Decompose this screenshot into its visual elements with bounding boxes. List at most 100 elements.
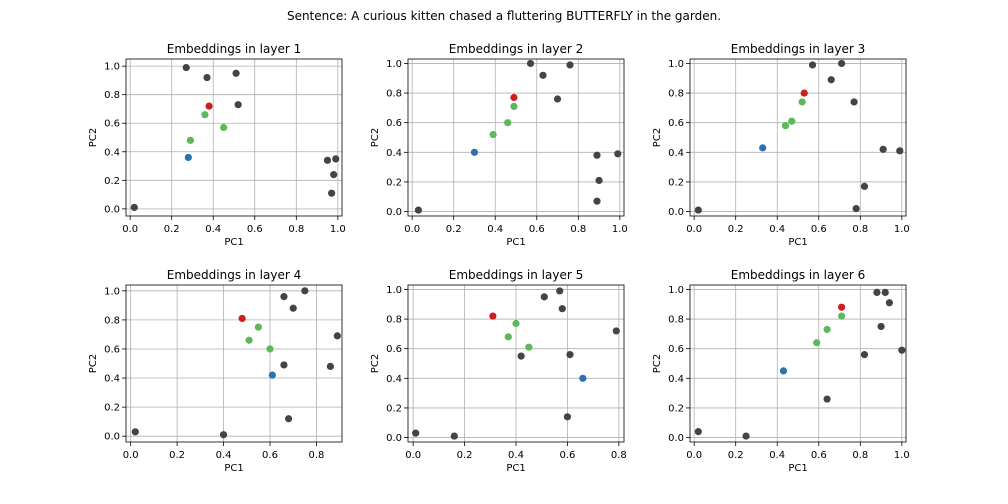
point-context bbox=[823, 325, 831, 334]
point-context bbox=[504, 333, 512, 341]
point-other bbox=[896, 147, 904, 155]
y-tick-label: 0.0 bbox=[668, 207, 684, 218]
point-other bbox=[566, 351, 574, 359]
point-context bbox=[245, 336, 253, 344]
subplot-title: Embeddings in layer 3 bbox=[731, 42, 865, 56]
point-subject bbox=[470, 148, 479, 156]
point-context bbox=[220, 123, 228, 132]
point-subject bbox=[779, 367, 788, 375]
y-axis-label: PC2 bbox=[652, 128, 663, 147]
point-other bbox=[873, 288, 881, 297]
point-other bbox=[860, 182, 869, 190]
point-other bbox=[850, 98, 858, 106]
y-tick-label: 0.6 bbox=[104, 119, 120, 130]
point-other bbox=[860, 351, 869, 359]
x-tick-label: 0.8 bbox=[288, 224, 304, 235]
y-tick-label: 0.0 bbox=[668, 433, 684, 444]
y-tick-label: 0.2 bbox=[104, 403, 120, 414]
y-tick-label: 0.6 bbox=[668, 344, 684, 355]
x-tick-label: 0.6 bbox=[247, 224, 263, 235]
axes-frame bbox=[125, 58, 343, 217]
x-tick-label: 0.6 bbox=[559, 450, 575, 461]
point-other bbox=[280, 361, 288, 369]
point-target bbox=[838, 303, 846, 311]
x-tick-label: 0.8 bbox=[570, 224, 586, 235]
point-other bbox=[323, 156, 332, 164]
x-tick-label: 1.0 bbox=[330, 224, 346, 235]
x-tick-label: 0.0 bbox=[686, 224, 702, 235]
y-tick-label: 0.8 bbox=[386, 89, 402, 100]
y-tick-label: 1.0 bbox=[104, 286, 120, 297]
y-tick-label: 0.4 bbox=[386, 374, 402, 385]
y-tick-label: 1.0 bbox=[668, 285, 684, 296]
y-tick-label: 0.8 bbox=[386, 315, 402, 326]
plot-area bbox=[690, 59, 906, 216]
y-tick-label: 0.6 bbox=[386, 118, 402, 129]
point-other bbox=[852, 204, 860, 213]
x-tick-label: 0.4 bbox=[769, 450, 785, 461]
point-other bbox=[203, 73, 211, 82]
point-context bbox=[186, 136, 194, 144]
x-tick-label: 0.2 bbox=[457, 450, 473, 461]
y-axis-label: PC2 bbox=[370, 128, 381, 147]
subplot-title: Embeddings in layer 1 bbox=[167, 42, 301, 56]
point-context bbox=[838, 312, 846, 320]
point-subject bbox=[759, 144, 767, 152]
point-other bbox=[526, 59, 535, 68]
x-tick-label: 0.2 bbox=[169, 450, 185, 461]
point-other bbox=[414, 206, 422, 214]
y-tick-label: 0.2 bbox=[668, 403, 684, 414]
plot-area bbox=[126, 285, 342, 442]
x-tick-label: 0.2 bbox=[728, 224, 744, 235]
y-tick-label: 0.4 bbox=[668, 148, 684, 159]
y-axis-label: PC2 bbox=[652, 354, 663, 373]
point-other bbox=[827, 76, 835, 84]
x-tick-label: 0.2 bbox=[446, 224, 462, 235]
point-subject bbox=[184, 153, 192, 162]
x-tick-label: 0.8 bbox=[308, 450, 324, 461]
x-tick-label: 0.8 bbox=[852, 450, 868, 461]
subplot-5: 0.0 0.2 0.4 0.6 0.8 0.0 0.2 0.4 0.6 0.8 1.0 Embeddi… bbox=[370, 268, 627, 474]
point-other bbox=[330, 171, 338, 179]
point-other bbox=[595, 176, 603, 185]
point-other bbox=[540, 293, 548, 301]
y-tick-label: 0.4 bbox=[104, 374, 120, 385]
point-target bbox=[489, 312, 497, 320]
point-other bbox=[898, 346, 906, 354]
x-tick-label: 0.0 bbox=[123, 450, 139, 461]
x-tick-label: 0.6 bbox=[811, 224, 827, 235]
x-tick-label: 0.4 bbox=[205, 224, 221, 235]
point-other bbox=[333, 332, 341, 340]
x-axis-label: PC1 bbox=[788, 237, 807, 248]
x-tick-label: 1.0 bbox=[612, 224, 628, 235]
axes-frame bbox=[689, 58, 907, 217]
y-tick-label: 0.8 bbox=[104, 90, 120, 101]
x-tick-label: 0.6 bbox=[529, 224, 545, 235]
y-tick-label: 0.8 bbox=[668, 89, 684, 100]
point-other bbox=[563, 413, 572, 421]
point-other bbox=[823, 395, 831, 403]
subplot-title: Embeddings in layer 2 bbox=[449, 42, 583, 56]
y-tick-label: 0.0 bbox=[104, 432, 120, 443]
y-tick-label: 0.4 bbox=[668, 374, 684, 385]
point-other bbox=[284, 415, 293, 423]
point-context bbox=[489, 130, 497, 139]
subplot-6: 0.0 0.2 0.4 0.6 0.8 1.0 0.0 0.2 0.4 0.6 0.8 1.0 Embe… bbox=[652, 268, 910, 474]
y-tick-label: 0.2 bbox=[668, 177, 684, 188]
point-subject bbox=[579, 374, 587, 382]
subplot-title: Embeddings in layer 5 bbox=[449, 268, 583, 282]
y-tick-label: 0.2 bbox=[386, 177, 402, 188]
point-other bbox=[556, 287, 564, 295]
x-axis-label: PC1 bbox=[506, 463, 525, 474]
point-context bbox=[788, 117, 796, 125]
point-context bbox=[201, 111, 209, 119]
point-other bbox=[232, 69, 240, 77]
point-other bbox=[558, 305, 566, 313]
y-tick-label: 0.6 bbox=[668, 118, 684, 129]
y-tick-label: 0.6 bbox=[104, 344, 120, 355]
point-other bbox=[301, 287, 309, 295]
x-tick-label: 0.4 bbox=[508, 450, 524, 461]
point-other bbox=[877, 322, 885, 331]
point-other bbox=[326, 362, 334, 371]
